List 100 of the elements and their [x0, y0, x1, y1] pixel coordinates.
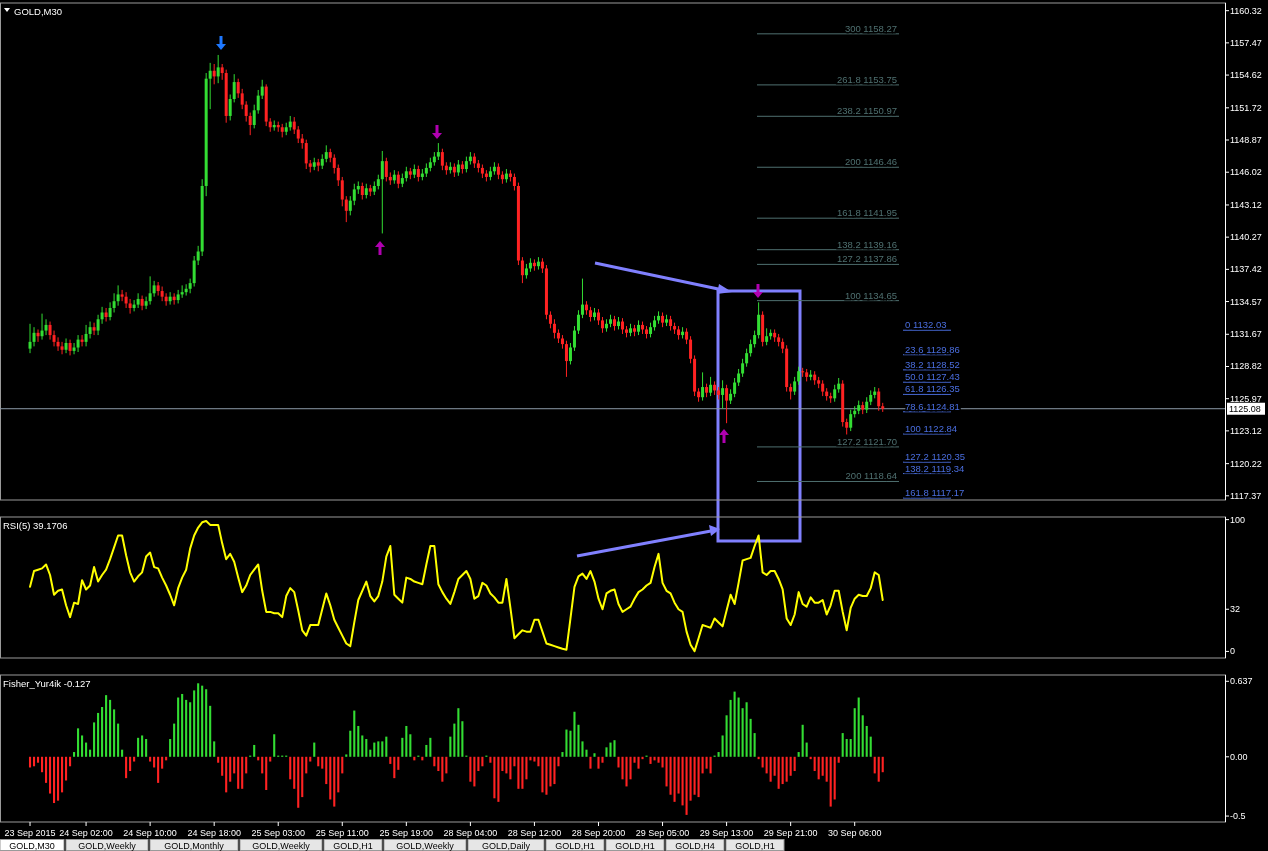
bar — [393, 756, 396, 779]
bar — [185, 699, 188, 757]
candlestick — [136, 292, 140, 309]
candlestick — [76, 334, 80, 353]
bar — [205, 689, 208, 757]
candlestick — [701, 371, 705, 402]
bar — [737, 697, 740, 757]
ref-line-label: 200 1118.64 — [845, 470, 897, 482]
bar — [593, 753, 596, 757]
x-tick-label: 25 Sep 03:00 — [251, 828, 306, 838]
bar — [321, 756, 324, 769]
bar — [189, 702, 192, 757]
bar — [293, 756, 296, 789]
bar — [609, 742, 612, 757]
bar — [157, 756, 160, 783]
bar — [613, 740, 616, 757]
ref-line-label: 238.2 1150.97 — [836, 105, 897, 117]
ref-line-label: 127.2 1120.35 — [905, 451, 966, 463]
bar — [745, 702, 748, 757]
bar — [733, 691, 736, 757]
bar — [65, 756, 68, 781]
bar — [85, 742, 88, 757]
bar — [265, 756, 268, 790]
bar — [837, 756, 840, 763]
bar — [729, 699, 732, 757]
bar — [197, 683, 200, 757]
bar — [841, 733, 844, 757]
bar — [81, 735, 84, 757]
bar — [101, 707, 104, 757]
bar — [105, 695, 108, 757]
text: GOLD,Daily — [481, 840, 531, 851]
candlestick — [148, 275, 152, 306]
bar — [481, 756, 484, 767]
bar — [401, 737, 404, 757]
bar — [181, 693, 184, 757]
y-tick-label: 0.637 — [1230, 676, 1253, 687]
x-tick-label: 29 Sep 05:00 — [635, 828, 690, 838]
bar — [433, 756, 436, 767]
candlestick — [689, 335, 693, 364]
ref-line-label: 138.2 1139.16 — [836, 238, 897, 250]
candlestick — [520, 256, 524, 284]
bar — [453, 723, 456, 757]
chart-title: Fisher_Yur4ik -0.127 — [3, 677, 91, 689]
candlestick — [332, 153, 336, 175]
candlestick — [741, 358, 745, 378]
y-tick-label: 1123.12 — [1230, 425, 1262, 436]
y-tick-label: 1125.97 — [1230, 393, 1262, 404]
candlestick — [745, 348, 749, 368]
x-tick-label: 24 Sep 02:00 — [59, 828, 113, 838]
bar — [533, 756, 536, 762]
candlestick — [232, 73, 236, 103]
bar — [36, 756, 40, 763]
bar — [761, 756, 764, 768]
candlestick — [92, 322, 96, 336]
candlestick — [208, 62, 212, 110]
ref-line-label: 1125.08 — [1229, 403, 1261, 414]
bar — [877, 756, 880, 782]
x-tick-label: 28 Sep 20:00 — [571, 828, 626, 838]
bar — [545, 756, 548, 795]
bar — [509, 756, 512, 780]
bar — [605, 747, 608, 757]
chart-title: RSI(5) 39.1706 — [3, 519, 68, 531]
bar — [693, 756, 696, 795]
bar — [361, 735, 364, 757]
x-tick-label: 28 Sep 04:00 — [443, 828, 498, 838]
text: GOLD,H1 — [333, 840, 373, 851]
candlestick — [116, 284, 120, 307]
bar — [625, 756, 628, 787]
bar — [521, 756, 524, 789]
bar — [57, 756, 60, 801]
bar — [653, 756, 656, 761]
bar — [48, 756, 52, 794]
bar — [505, 756, 508, 774]
bar — [649, 756, 652, 764]
candlestick — [228, 93, 232, 121]
bar — [821, 756, 824, 776]
bar — [749, 718, 752, 757]
bar — [825, 756, 828, 782]
bar — [721, 735, 724, 757]
bar — [781, 756, 784, 785]
y-tick-label: 1137.42 — [1230, 264, 1262, 275]
bar — [725, 715, 728, 757]
bar — [89, 749, 92, 757]
bar — [525, 756, 528, 780]
bar — [73, 752, 76, 757]
candlestick — [128, 298, 132, 315]
x-tick-label: 29 Sep 13:00 — [699, 828, 754, 838]
bar — [129, 756, 132, 772]
bar — [353, 710, 356, 757]
text: GOLD,H1 — [735, 840, 775, 851]
text: GOLD,Weekly — [396, 840, 455, 851]
bar — [705, 756, 708, 769]
bar — [325, 756, 328, 785]
y-tick-label: 1134.57 — [1230, 296, 1262, 307]
ref-line-label: 161.8 1141.95 — [836, 207, 897, 219]
text: GOLD,Weekly — [252, 840, 311, 851]
bar — [677, 756, 680, 794]
bar — [397, 756, 400, 770]
candlestick — [348, 195, 352, 216]
bar — [829, 756, 832, 807]
